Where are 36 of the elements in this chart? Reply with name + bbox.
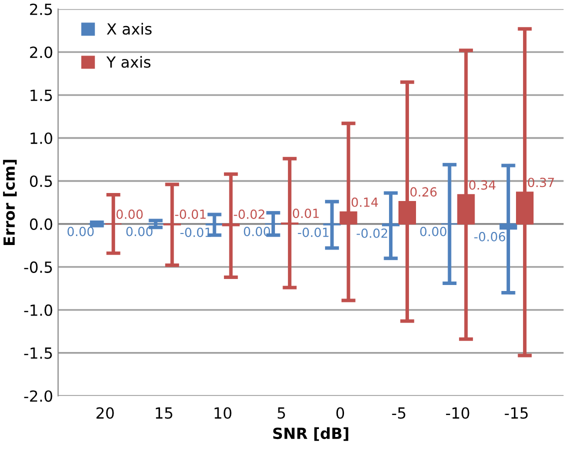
data-label: 0.14 bbox=[352, 197, 378, 207]
y-tick-label: -2.0 bbox=[24, 390, 52, 402]
y-tick-label: -1.5 bbox=[24, 348, 52, 359]
x-tick-label: -10 bbox=[446, 407, 470, 419]
data-label: 0.01 bbox=[292, 208, 319, 218]
legend-label: X axis bbox=[106, 22, 152, 35]
data-label: -0.01 bbox=[298, 228, 328, 238]
legend-label: Y axis bbox=[106, 56, 150, 68]
x-tick-label: 5 bbox=[278, 407, 285, 419]
x-tick-label: 0 bbox=[336, 407, 344, 419]
data-label: -0.02 bbox=[234, 210, 264, 219]
x-tick-label: 15 bbox=[156, 407, 172, 419]
data-label: 0.34 bbox=[469, 180, 496, 190]
data-label: 0.00 bbox=[68, 226, 94, 236]
y-tick-label: -0.5 bbox=[24, 261, 52, 273]
x-tick-label: -5 bbox=[392, 407, 406, 419]
y-tick-label: 0.5 bbox=[30, 175, 52, 188]
x-tick-label: 20 bbox=[96, 407, 114, 419]
y-tick-label: 1.0 bbox=[30, 132, 52, 144]
y-tick-label: -1.0 bbox=[24, 304, 52, 316]
data-label: -0.01 bbox=[175, 210, 206, 219]
x-axis-title: SNR [dB] bbox=[273, 427, 348, 441]
x-tick-label: -15 bbox=[504, 407, 528, 419]
data-label: 0.00 bbox=[116, 210, 143, 219]
data-label: -0.06 bbox=[474, 232, 506, 242]
y-axis-title: Error [cm] bbox=[3, 160, 17, 245]
y-tick-label: 1.5 bbox=[30, 90, 52, 102]
data-label: 0.26 bbox=[410, 187, 437, 197]
y-tick-label: 2.5 bbox=[30, 4, 52, 16]
y-tick-label: 2.0 bbox=[30, 46, 52, 58]
y-tick-label: 0.0 bbox=[30, 218, 52, 230]
data-label: 0.00 bbox=[420, 226, 446, 236]
data-label: 0.37 bbox=[528, 178, 554, 188]
x-tick-label: 10 bbox=[214, 407, 232, 419]
data-label: -0.02 bbox=[356, 228, 388, 238]
data-label: 0.00 bbox=[126, 226, 152, 236]
